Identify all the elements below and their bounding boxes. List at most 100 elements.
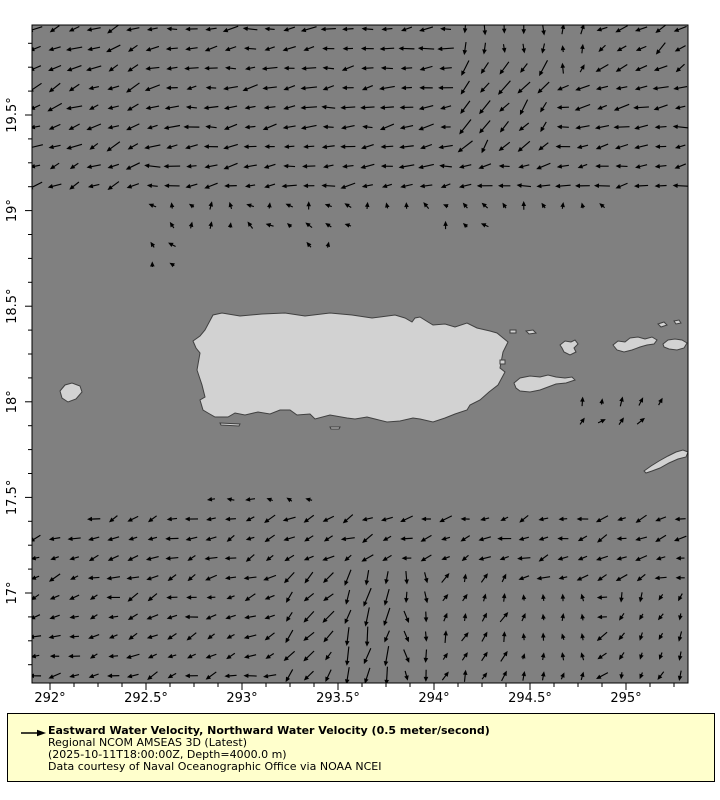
- velocity-arrow: [635, 164, 648, 169]
- arrow-head: [108, 517, 115, 523]
- arrow-shaft: [109, 576, 121, 579]
- velocity-arrow: [206, 516, 216, 522]
- arrow-shaft: [89, 27, 101, 31]
- arrow-shaft: [326, 669, 332, 680]
- arrow-head: [245, 516, 252, 522]
- arrow-shaft: [226, 162, 238, 169]
- arrow-head: [639, 673, 644, 680]
- velocity-arrow: [32, 65, 42, 71]
- arrow-head: [380, 144, 386, 149]
- arrow-shaft: [616, 126, 630, 128]
- arrow-head: [361, 516, 368, 522]
- velocity-arrow: [32, 181, 43, 190]
- arrow-head: [107, 536, 113, 542]
- arrow-head: [652, 85, 658, 91]
- arrow-head: [599, 398, 604, 404]
- arrow-head: [595, 67, 602, 72]
- velocity-arrow: [482, 25, 488, 36]
- arrow-head: [677, 655, 683, 661]
- velocity-arrow: [558, 575, 568, 580]
- velocity-arrow: [404, 670, 409, 681]
- velocity-arrow: [224, 183, 237, 189]
- arrow-head: [672, 124, 678, 130]
- arrow-shaft: [306, 670, 314, 679]
- arrow-head: [521, 612, 526, 619]
- velocity-arrow: [50, 555, 59, 561]
- velocity-arrow: [66, 64, 82, 72]
- arrow-head: [106, 47, 112, 53]
- arrow-head: [320, 26, 326, 32]
- velocity-arrow: [499, 121, 509, 133]
- x-tick-label: 293°: [226, 691, 257, 706]
- velocity-arrow: [188, 203, 195, 209]
- arrow-head: [381, 26, 387, 32]
- arrow-shaft: [637, 184, 649, 187]
- arrow-head: [185, 183, 191, 189]
- arrow-head: [536, 165, 542, 170]
- arrow-head: [654, 124, 660, 130]
- arrow-head: [323, 164, 329, 169]
- velocity-arrow: [264, 46, 275, 51]
- arrow-shaft: [616, 103, 630, 110]
- arrow-head: [580, 632, 585, 639]
- velocity-arrow: [322, 124, 334, 130]
- velocity-arrow: [106, 141, 121, 152]
- arrow-head: [404, 202, 409, 208]
- velocity-arrow: [658, 632, 664, 640]
- velocity-arrow: [443, 204, 449, 209]
- velocity-arrow: [321, 144, 335, 150]
- velocity-arrow: [536, 162, 551, 170]
- arrow-head: [519, 109, 525, 116]
- arrow-head: [223, 85, 229, 91]
- velocity-arrow: [461, 60, 470, 76]
- arrow-shaft: [32, 534, 41, 541]
- arrow-head: [86, 125, 92, 131]
- arrow-shaft: [401, 164, 415, 168]
- velocity-arrow: [655, 25, 667, 34]
- arrow-head: [574, 183, 581, 189]
- velocity-arrow: [536, 183, 551, 189]
- velocity-arrow: [223, 85, 238, 91]
- arrow-head: [615, 184, 621, 189]
- arrow-head: [286, 223, 293, 229]
- velocity-arrow: [418, 123, 434, 131]
- velocity-arrow: [165, 536, 179, 541]
- island-puerto-rico: [192, 312, 509, 423]
- velocity-arrow: [32, 634, 42, 640]
- arrow-head: [634, 27, 641, 32]
- arrow-head: [228, 201, 234, 208]
- velocity-arrow: [204, 65, 218, 71]
- arrow-head: [243, 144, 249, 149]
- arrow-shaft: [636, 106, 649, 109]
- arrow-shaft: [442, 67, 452, 69]
- y-tick-label: 19°: [5, 199, 20, 222]
- velocity-arrow: [284, 571, 295, 584]
- velocity-arrow: [597, 574, 607, 582]
- arrow-shaft: [286, 629, 294, 641]
- arrow-head: [86, 66, 92, 72]
- velocity-arrow: [226, 497, 235, 502]
- velocity-arrow: [69, 673, 80, 679]
- velocity-arrow: [68, 83, 80, 92]
- arrow-head: [619, 597, 624, 603]
- velocity-arrow: [186, 632, 197, 641]
- arrow-head: [364, 621, 369, 627]
- arrow-head: [655, 537, 661, 542]
- arrow-head: [322, 46, 328, 51]
- velocity-arrow: [48, 144, 61, 150]
- velocity-arrow: [188, 221, 194, 229]
- arrow-shaft: [501, 102, 510, 110]
- velocity-arrow: [146, 614, 159, 620]
- velocity-arrow: [541, 613, 546, 621]
- arrow-shaft: [521, 122, 530, 130]
- velocity-arrow: [165, 46, 178, 51]
- arrow-shaft: [325, 555, 335, 560]
- velocity-arrow: [321, 104, 336, 110]
- arrow-shaft: [187, 67, 199, 70]
- arrow-head: [185, 536, 191, 542]
- velocity-arrow: [147, 124, 158, 130]
- velocity-arrow: [619, 613, 625, 621]
- arrow-head: [185, 46, 191, 52]
- velocity-arrow: [361, 516, 373, 522]
- arrow-shaft: [598, 515, 609, 522]
